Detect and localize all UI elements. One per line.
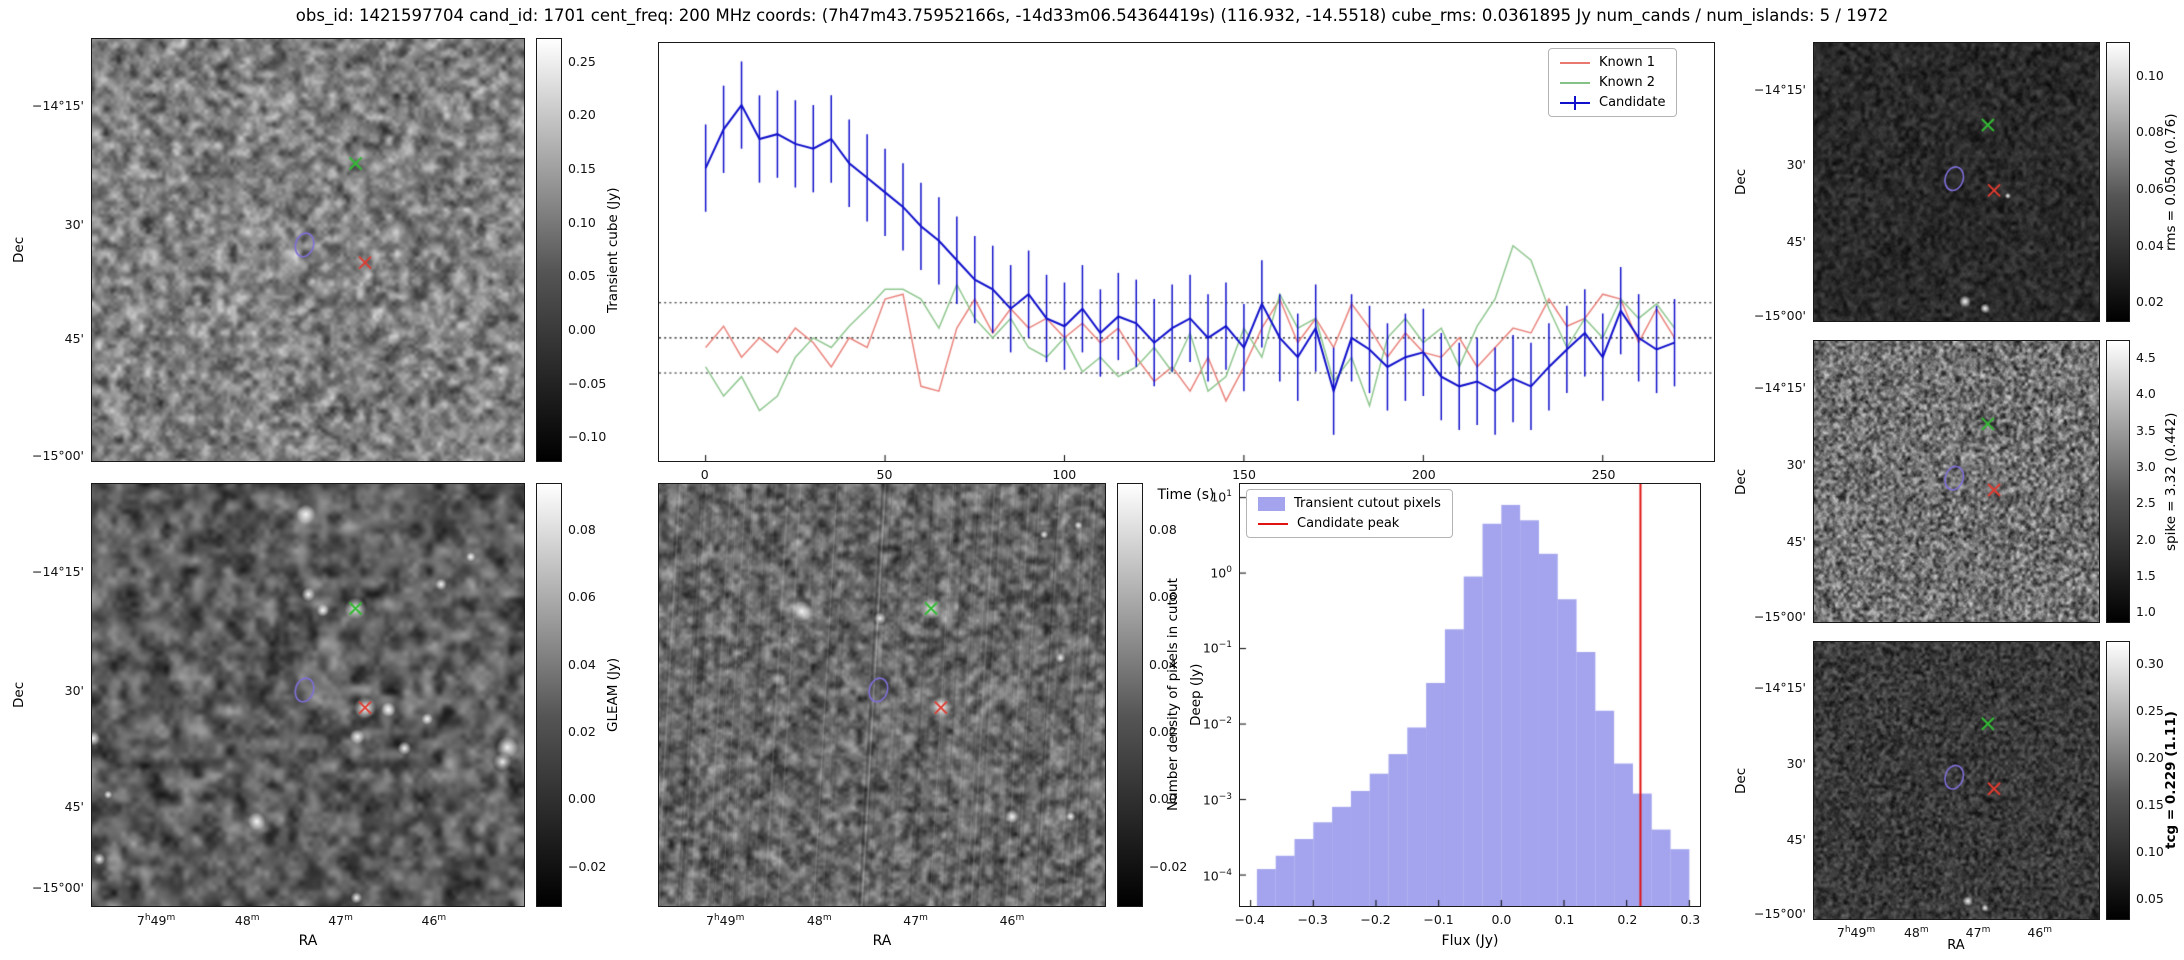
histogram-patch-sample — [1258, 496, 1285, 511]
figure-title: obs_id: 1421597704 cand_id: 1701 cent_fr… — [295, 6, 1889, 25]
transient-colorbar-ticks: 0.25 0.20 0.15 0.10 0.05 0.00 −0.05 −0.10 — [568, 53, 607, 445]
legend-label-known1: Known 1 — [1599, 55, 1655, 70]
deep-image — [659, 484, 1105, 906]
gleam-colorbar-ticks: 0.08 0.06 0.04 0.02 0.00 −0.02 — [568, 521, 607, 874]
transient-dec-axis-label: Dec — [11, 236, 27, 264]
transient-cube-image — [92, 39, 524, 461]
rms-panel — [1813, 42, 2100, 322]
rms-colorbar-ticks: 0.10 0.08 0.06 0.04 0.02 — [2136, 67, 2164, 309]
tcg-colorbar-ticks: 0.30 0.25 0.20 0.15 0.10 0.05 — [2136, 656, 2164, 907]
lightcurve-canvas — [659, 43, 1714, 461]
time-axis-label: Time (s) — [1157, 487, 1215, 503]
known1-line-sample — [1560, 61, 1590, 64]
spike-dec-axis-label: Dec — [1733, 468, 1749, 495]
flux-axis-ticks: −0.4 −0.3 −0.2 −0.1 0.0 0.1 0.2 0.3 — [1234, 912, 1701, 927]
legend-entry-known2: Known 2 — [1560, 75, 1665, 90]
legend-label-known2: Known 2 — [1599, 75, 1655, 90]
legend-entry-candidate-peak: Candidate peak — [1258, 516, 1441, 531]
gleam-ra-axis-label: RA — [298, 933, 318, 949]
histogram-y-ticks: 101 100 10−1 10−2 10−3 10−4 — [1202, 488, 1232, 884]
lightcurve-plot — [658, 42, 1715, 462]
tcg-ra-ticks: 7h49m 48m 47m 46m — [1836, 925, 2053, 941]
legend-label-candidate: Candidate — [1599, 95, 1666, 110]
tcg-image — [1814, 642, 2099, 919]
deep-colorbar — [1117, 483, 1143, 907]
deep-panel — [658, 483, 1106, 907]
gleam-ra-ticks: 7h49m 48m 47m 46m — [136, 913, 447, 929]
tcg-dec-ticks: −14°15' 30' 45' −15°00' — [1754, 680, 1806, 922]
deep-ra-axis-label: RA — [872, 933, 892, 949]
tcg-ra-axis-label: RA — [1947, 938, 1965, 953]
rms-dec-axis-label: Dec — [1733, 168, 1749, 196]
transient-cube-panel — [91, 38, 525, 462]
histogram-canvas — [1240, 484, 1700, 906]
transient-colorbar-label: Transient cube (Jy) — [605, 187, 621, 313]
spike-image — [1814, 341, 2099, 622]
legend-entry-cutout-pixels: Transient cutout pixels — [1258, 496, 1441, 511]
histogram-plot — [1239, 483, 1701, 907]
rms-colorbar — [2106, 42, 2130, 322]
legend-entry-known1: Known 1 — [1560, 55, 1665, 70]
gleam-panel — [91, 483, 525, 907]
spike-colorbar — [2106, 340, 2130, 623]
gleam-colorbar-label: GLEAM (Jy) — [605, 657, 621, 733]
gleam-colorbar — [536, 483, 562, 907]
gleam-image — [92, 484, 524, 906]
flux-axis-label: Flux (Jy) — [1441, 933, 1499, 949]
legend-label-cutout-pixels: Transient cutout pixels — [1294, 496, 1441, 511]
legend-label-candidate-peak: Candidate peak — [1297, 516, 1400, 531]
candidate-errorbar-sample — [1560, 95, 1590, 110]
transient-colorbar — [536, 38, 562, 462]
tcg-dec-axis-label: Dec — [1733, 767, 1749, 794]
rms-image — [1814, 43, 2099, 321]
transient-dec-ticks: −14°15' 30' 45' −15°00' — [32, 97, 84, 463]
time-axis-ticks: 0 50 100 150 200 250 — [700, 467, 1616, 482]
gleam-dec-axis-label: Dec — [11, 681, 27, 709]
legend-entry-candidate: Candidate — [1560, 95, 1665, 110]
spike-colorbar-ticks: 4.5 4.0 3.5 3.0 2.5 2.0 1.5 1.0 — [2136, 349, 2156, 619]
spike-dec-ticks: −14°15' 30' 45' −15°00' — [1754, 379, 1806, 625]
tcg-panel — [1813, 641, 2100, 920]
rms-colorbar-label: rms = 0.0504 (0.76) — [2163, 113, 2179, 251]
lightcurve-legend: Known 1 Known 2 Candidate — [1548, 48, 1678, 117]
tcg-colorbar — [2106, 641, 2130, 920]
spike-panel — [1813, 340, 2100, 623]
deep-ra-ticks: 7h49m 48m 47m 46m — [706, 913, 1025, 929]
rms-dec-ticks: −14°15' 30' 45' −15°00' — [1754, 81, 1806, 324]
deep-colorbar-ticks: 0.08 0.06 0.04 0.02 0.00 −0.02 — [1149, 521, 1188, 874]
spike-colorbar-label: spike = 3.32 (0.442) — [2163, 412, 2179, 551]
known2-line-sample — [1560, 81, 1590, 84]
histogram-legend: Transient cutout pixels Candidate peak — [1246, 489, 1453, 538]
gleam-dec-ticks: −14°15' 30' 45' −15°00' — [32, 563, 84, 895]
tcg-colorbar-label: tcg = 0.229 (1.11) — [2163, 711, 2179, 850]
candidate-peak-line-sample — [1258, 522, 1288, 525]
histogram-y-axis-label: Number density of pixels in cutout — [1165, 578, 1181, 812]
